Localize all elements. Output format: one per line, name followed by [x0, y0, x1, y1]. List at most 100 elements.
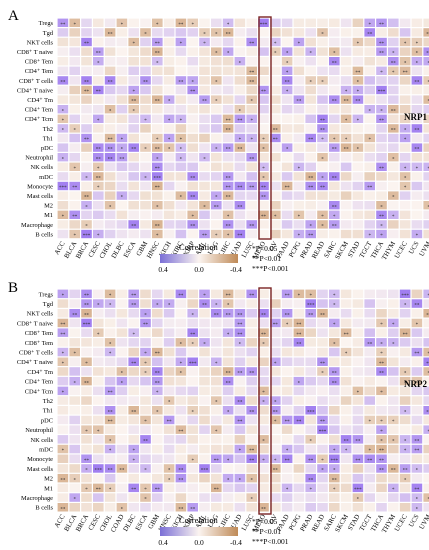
heatmap-cell — [104, 181, 116, 191]
heatmap-cell — [234, 124, 246, 133]
significance-mark: * — [368, 420, 371, 425]
heatmap-cell — [128, 289, 139, 299]
heatmap-cell — [222, 347, 234, 357]
heatmap-cell — [222, 220, 234, 229]
heatmap-cell — [270, 76, 281, 85]
heatmap-cell — [152, 28, 163, 37]
heatmap-cell — [69, 37, 80, 47]
heatmap-cell — [69, 47, 80, 56]
heatmap-cell — [104, 493, 116, 502]
heatmap-cell — [423, 406, 429, 415]
heatmap-cell — [163, 444, 175, 454]
significance-mark: ** — [60, 23, 66, 28]
heatmap-cell — [81, 76, 92, 85]
heatmap-cell — [281, 28, 293, 37]
heatmap-cell — [222, 210, 234, 219]
heatmap-cell — [258, 229, 269, 239]
heatmap-cell — [352, 143, 364, 152]
heatmap-cell — [293, 367, 305, 376]
heatmap-cell — [364, 338, 375, 347]
heatmap-cell — [128, 76, 139, 85]
heatmap-cell — [104, 220, 116, 229]
heatmap-cell — [246, 85, 257, 95]
heatmap-cell — [411, 210, 423, 219]
significance-mark: ** — [344, 100, 350, 105]
heatmap-cell — [281, 95, 293, 104]
heatmap-cell — [364, 435, 375, 444]
significance-mark: ** — [202, 100, 208, 105]
heatmap-cell — [199, 57, 210, 66]
row-label: Macrophage — [21, 222, 53, 229]
heatmap-cell — [388, 153, 399, 162]
heatmap-cell — [329, 503, 340, 512]
heatmap-cell — [329, 386, 340, 396]
significance-mark: ** — [226, 176, 232, 181]
heatmap-cell — [352, 444, 364, 454]
significance-mark: ** — [308, 186, 314, 191]
heatmap-cell — [364, 396, 375, 405]
heatmap-cell — [388, 483, 399, 493]
heatmap-cell — [364, 347, 375, 357]
row-label: CD8⁺ T naive — [17, 320, 53, 327]
significance-mark: * — [392, 439, 395, 444]
heatmap-cell — [163, 338, 175, 347]
significance-mark: * — [62, 449, 65, 454]
heatmap-cell — [423, 454, 429, 463]
heatmap-cell — [364, 191, 375, 200]
heatmap-cell — [399, 309, 411, 318]
heatmap-cell — [128, 483, 139, 493]
heatmap-cell — [81, 386, 92, 396]
significance-mark: ** — [414, 488, 420, 493]
heatmap-cell — [187, 464, 198, 473]
heatmap-cell — [116, 191, 128, 200]
heatmap-cell — [116, 367, 128, 376]
heatmap-cell — [329, 162, 340, 171]
significance-mark: * — [380, 352, 383, 357]
heatmap-cell — [175, 85, 187, 95]
significance-mark: ** — [249, 186, 255, 191]
heatmap-cell — [57, 181, 69, 191]
heatmap-cell — [329, 406, 340, 415]
heatmap-cell — [281, 338, 293, 347]
heatmap-cell — [152, 229, 163, 239]
heatmap-cell — [128, 318, 139, 328]
heatmap-cell — [340, 85, 352, 95]
legend-colorbar-b — [160, 527, 238, 536]
heatmap-cell — [258, 201, 269, 210]
heatmap-cell — [140, 124, 151, 133]
row-label: CD8⁺ T naive — [17, 49, 53, 56]
heatmap-cell — [140, 229, 151, 239]
heatmap-cell — [364, 229, 375, 239]
heatmap-cell — [222, 162, 234, 171]
heatmap-cell — [388, 85, 399, 95]
heatmap-cell — [258, 85, 269, 95]
heatmap-cell — [364, 105, 375, 114]
heatmap-cell — [423, 299, 429, 308]
heatmap-cell — [281, 47, 293, 56]
heatmap-cell — [57, 464, 69, 473]
heatmap-cell — [305, 85, 316, 95]
heatmap-cell — [340, 76, 352, 85]
significance-mark: * — [321, 138, 324, 143]
significance-mark: * — [368, 109, 371, 114]
heatmap-cell — [152, 347, 163, 357]
row-label: Tgd — [43, 30, 54, 37]
heatmap-cell — [81, 367, 92, 376]
significance-mark: * — [168, 138, 171, 143]
heatmap-cell — [305, 76, 316, 85]
heatmap-cell — [399, 76, 411, 85]
heatmap-cell — [376, 376, 387, 386]
heatmap-cell — [376, 143, 387, 152]
heatmap-cell — [293, 406, 305, 415]
row-label: CD4⁺ T naive — [17, 87, 53, 94]
heatmap-cell — [399, 210, 411, 219]
significance-mark: *** — [378, 90, 386, 95]
significance-mark: ** — [273, 128, 279, 133]
heatmap-cell — [364, 220, 375, 229]
heatmap-cell — [81, 85, 92, 95]
heatmap-cell — [258, 220, 269, 229]
heatmap-cell — [163, 124, 175, 133]
heatmap-cell — [376, 503, 387, 512]
heatmap-cell — [152, 85, 163, 95]
significance-mark: * — [298, 42, 301, 47]
